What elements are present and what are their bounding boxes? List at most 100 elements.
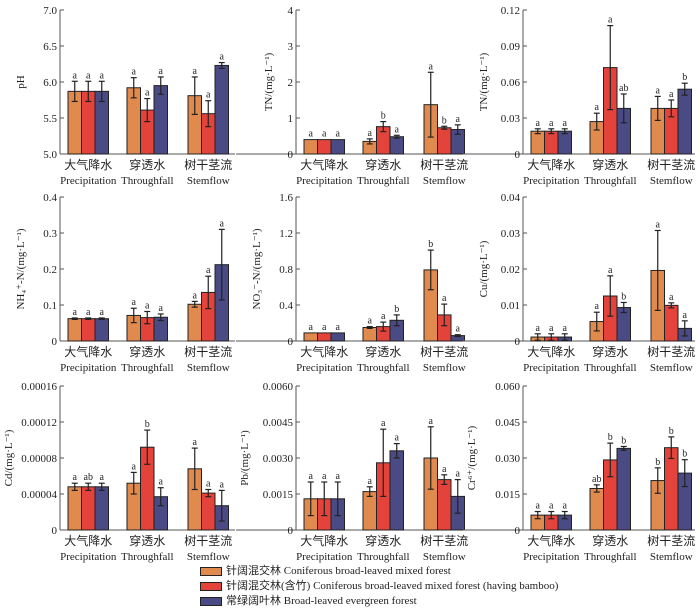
x-tick-label: Precipitation [523,362,580,374]
bar [437,479,452,531]
bar [153,85,168,155]
significance-letter: a [159,477,164,488]
x-tick-label: Stemflow [423,362,466,374]
significance-letter: a [669,89,674,100]
x-tick-label-cn: 穿透水 [592,157,628,172]
x-tick-label-cn: 树干茎流 [420,344,468,359]
x-tick-label: Throughfall [584,551,637,563]
x-tick-label-cn: 树干茎流 [184,344,232,359]
bar [330,139,345,155]
bar [616,447,631,531]
y-tick-label: 4 [288,5,294,17]
legend-item: 针阔混交林 Coniferous broad-leaved mixed fore… [200,564,558,579]
bar [389,136,404,155]
legend-swatch [200,582,222,591]
significance-letter: a [220,479,225,490]
y-tick-label: 0 [515,149,521,161]
y-tick-label: 3 [288,41,294,53]
significance-letter: a [336,471,341,482]
y-tick-label: 0.00016 [21,381,57,393]
x-tick-label: Stemflow [423,175,466,187]
significance-letter: a [395,433,400,444]
x-tick-label: Precipitation [523,175,580,187]
y-tick-label: 0 [52,336,58,348]
significance-letter: a [381,418,386,429]
significance-letter: a [145,300,150,311]
x-tick-label-cn: 大气降水 [300,344,348,359]
x-tick-label: Throughfall [357,362,410,374]
y-tick-label: 7.0 [43,5,57,17]
bar [544,130,559,155]
y-tick-label: 0.030 [495,453,520,465]
legend: 针阔混交林 Coniferous broad-leaved mixed fore… [200,564,558,609]
significance-letter: a [206,265,211,276]
y-tick-label: 0.1 [43,300,57,312]
significance-letter: b [442,115,447,126]
x-tick-label-cn: 穿透水 [592,533,628,548]
significance-letter: a [456,114,461,125]
y-tick-label: 0.015 [495,489,520,501]
significance-letter: a [159,66,164,77]
y-axis-label: Pb/(mg·L⁻¹) [239,430,251,486]
y-tick-label: 0 [515,336,521,348]
y-tick-label: 0.03 [501,228,521,240]
bar [201,492,216,531]
bar [589,487,604,531]
significance-letter: a [73,307,78,318]
x-tick-label: Precipitation [60,551,117,563]
y-tick-label: 5.5 [43,113,57,125]
significance-letter: a [132,67,137,78]
significance-letter: a [220,52,225,63]
y-tick-label: 0.0030 [263,453,294,465]
y-tick-label: 5.0 [43,149,57,161]
y-tick-label: 2 [288,77,294,89]
significance-letter: a [442,464,447,475]
significance-letter: a [322,129,327,140]
y-tick-label: 0 [288,336,294,348]
y-tick-label: 0.00008 [21,453,57,465]
significance-letter: a [193,437,198,448]
significance-letter: a [220,218,225,229]
legend-label: 针阔混交林 Coniferous broad-leaved mixed fore… [226,565,451,577]
bar [557,130,572,155]
significance-letter: a [86,307,91,318]
significance-letter: a [73,472,78,483]
significance-letter: b [428,239,433,250]
significance-letter: a [536,118,541,129]
y-tick-label: 0 [288,149,294,161]
x-tick-label: Precipitation [296,175,353,187]
significance-letter: a [608,15,613,26]
y-tick-label: 0.0015 [263,489,294,501]
legend-item: 针阔混交林(含竹) Coniferous broad-leaved mixed … [200,579,558,594]
x-tick-label-cn: 大气降水 [527,157,575,172]
bar [187,303,202,342]
x-tick-label: Throughfall [357,551,410,563]
bar [664,304,679,342]
y-tick-label: 1.6 [279,192,293,204]
y-axis-label: Cu/(mg·L⁻¹) [478,240,490,297]
significance-letter: a [608,265,613,276]
y-tick-label: 0.12 [501,5,520,17]
x-tick-label-cn: 大气降水 [527,533,575,548]
significance-letter: b [394,304,399,315]
significance-letter: ab [619,83,628,94]
y-tick-label: 6.0 [43,77,57,89]
y-tick-label: 0.09 [501,41,521,53]
significance-letter: a [563,118,568,129]
significance-letter: a [193,66,198,77]
bar [94,318,109,342]
significance-letter: a [132,461,137,472]
significance-letter: a [322,471,327,482]
significance-letter: ab [84,472,93,483]
x-tick-label: Precipitation [296,551,353,563]
significance-letter: b [608,432,613,443]
x-tick-label: Precipitation [60,362,117,374]
y-tick-label: 0.03 [501,113,521,125]
significance-letter: b [655,457,660,468]
significance-letter: a [309,322,314,333]
bar [317,332,332,342]
bar [303,332,318,342]
bar [303,139,318,155]
bar [81,318,96,342]
